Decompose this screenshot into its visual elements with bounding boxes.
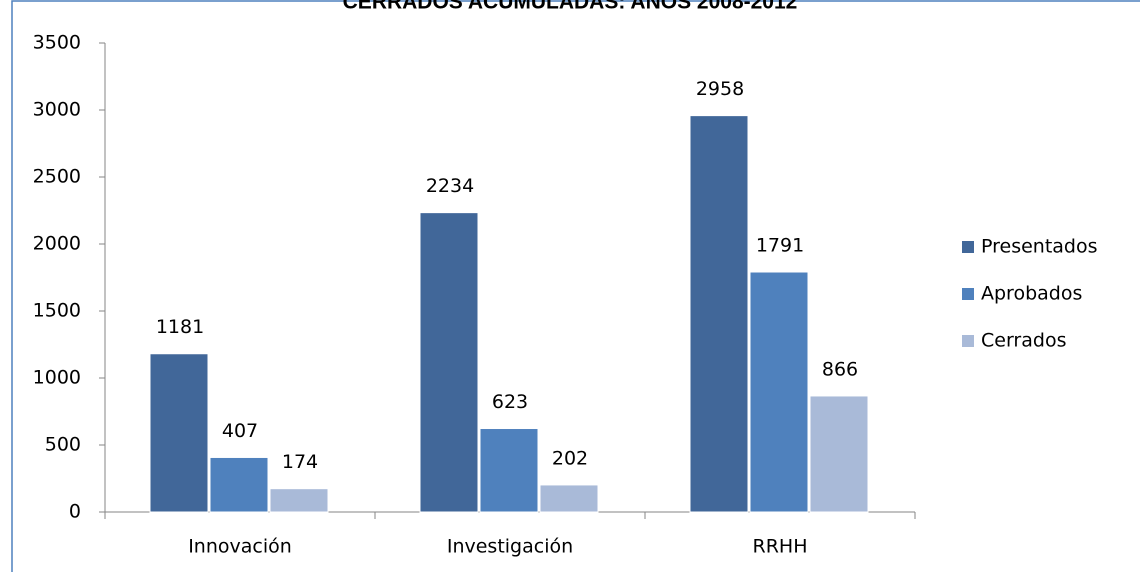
bar (689, 115, 749, 513)
bar (269, 488, 329, 513)
legend-swatch (962, 335, 974, 347)
legend-label: Aprobados (981, 283, 1082, 305)
bar (149, 353, 209, 513)
bar (479, 428, 539, 513)
bar (209, 456, 269, 513)
bar (809, 395, 869, 513)
value-label: 174 (282, 451, 318, 473)
value-label: 2234 (426, 175, 474, 197)
legend-swatch (962, 288, 974, 300)
bar (419, 212, 479, 513)
value-label: 202 (552, 447, 588, 469)
legend-swatch (962, 241, 974, 253)
value-label: 1181 (156, 316, 204, 338)
legend-label: Presentados (981, 236, 1098, 258)
value-label: 2958 (696, 78, 744, 100)
y-tick-label: 3500 (33, 32, 81, 54)
x-tick-label: Innovación (188, 536, 292, 558)
x-tick-label: RRHH (753, 536, 808, 558)
chart-frame (11, 0, 1140, 572)
y-tick-label: 3000 (33, 99, 81, 121)
chart-title: CERRADOS ACUMULADAS: AÑOS 2008-2012 (343, 0, 798, 14)
value-label: 1791 (756, 235, 804, 257)
x-tick-label: Investigación (447, 536, 573, 558)
value-label: 623 (492, 391, 528, 413)
y-tick-label: 1000 (33, 367, 81, 389)
bar (539, 484, 599, 513)
value-label: 866 (822, 358, 858, 380)
bar (749, 271, 809, 513)
y-tick-label: 1500 (33, 300, 81, 322)
y-tick-label: 0 (69, 501, 81, 523)
y-tick-label: 2000 (33, 233, 81, 255)
y-tick-label: 2500 (33, 166, 81, 188)
legend-label: Cerrados (981, 330, 1066, 352)
y-tick-label: 500 (45, 434, 81, 456)
value-label: 407 (222, 420, 258, 442)
